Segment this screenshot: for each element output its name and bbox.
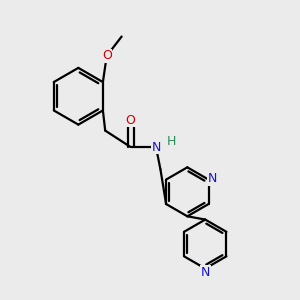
Text: O: O: [126, 114, 136, 127]
Text: N: N: [151, 140, 161, 154]
Text: N: N: [201, 266, 210, 279]
Text: N: N: [207, 172, 217, 185]
Text: O: O: [102, 50, 112, 62]
Text: H: H: [167, 135, 176, 148]
